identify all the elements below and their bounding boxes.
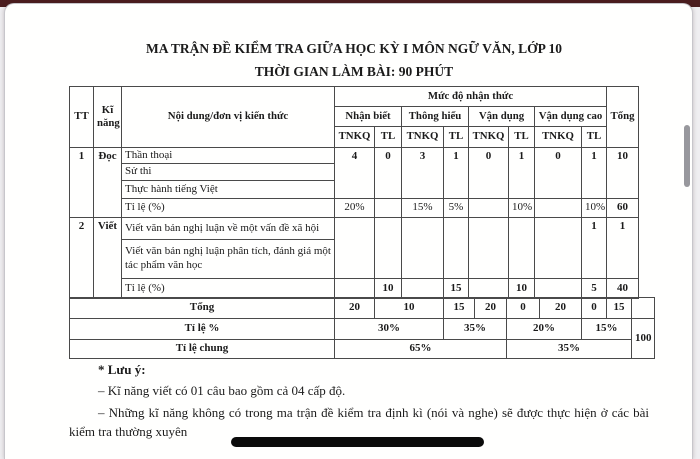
col-header-levels: Mức độ nhận thức <box>334 86 607 107</box>
content-viet-phan-tich: Viết văn bản nghị luận phân tích, đánh g… <box>121 239 335 279</box>
sub-header-tnkq: TNKQ <box>401 126 444 148</box>
document-title: MA TRẬN ĐỀ KIỂM TRA GIỮA HỌC KỲ I MÔN NG… <box>145 41 563 56</box>
col-header-content: Nội dung/đơn vị kiến thức <box>121 86 335 148</box>
summary-total-cell: 15 <box>606 297 632 319</box>
ratio-cell: 10 <box>508 278 535 299</box>
matrix-table: TT Kĩ năng Nội dung/đơn vị kiến thức Mức… <box>69 86 639 299</box>
count-cell: 0 <box>468 147 509 199</box>
summary-ratio-cell: 30% <box>334 318 444 340</box>
ratio-cell <box>334 278 375 299</box>
summary-overall-cell: 35% <box>506 339 632 359</box>
ratio-cell: 10% <box>508 198 535 218</box>
sub-header-tl: TL <box>443 126 469 148</box>
sub-header-tl: TL <box>508 126 535 148</box>
count-cell <box>534 217 582 279</box>
notes-title: * Lưu ý: <box>98 362 146 377</box>
count-cell <box>401 217 444 279</box>
total-cell-viet: 1 <box>606 217 639 279</box>
col-header-skill: Kĩ năng <box>93 86 122 148</box>
summary-total-cell: 0 <box>506 297 540 319</box>
row-number-viet: 2 <box>69 217 94 299</box>
ratio-cell <box>534 198 582 218</box>
ratio-cell <box>374 198 402 218</box>
summary-grand-total: 100 <box>631 318 655 359</box>
ratio-label-doc: Tỉ lệ (%) <box>121 198 335 218</box>
content-than-thoai: Thần thoại <box>121 147 335 164</box>
count-cell: 4 <box>334 147 375 199</box>
summary-total-cell: 10 <box>374 297 444 319</box>
count-cell <box>443 217 469 279</box>
sub-header-tl: TL <box>581 126 607 148</box>
summary-total-cell: 0 <box>581 297 607 319</box>
count-cell: 3 <box>401 147 444 199</box>
content-thuc-hanh: Thực hành tiếng Việt <box>121 180 335 199</box>
ratio-total-doc: 60 <box>606 198 639 218</box>
count-cell: 1 <box>581 147 607 199</box>
row-number-doc: 1 <box>69 147 94 218</box>
sub-header-tnkq: TNKQ <box>468 126 509 148</box>
count-cell: 0 <box>534 147 582 199</box>
skill-viet: Viết <box>93 217 122 299</box>
count-cell: 1 <box>581 217 607 279</box>
ratio-total-viet: 40 <box>606 278 639 299</box>
summary-empty-cell <box>631 297 655 319</box>
col-header-total: Tổng <box>606 86 639 148</box>
ratio-cell: 5 <box>581 278 607 299</box>
summary-ratio-cell: 15% <box>581 318 632 340</box>
level-header-van-dung: Vận dụng <box>468 106 535 127</box>
sub-header-tnkq: TNKQ <box>534 126 582 148</box>
ratio-cell <box>468 278 509 299</box>
document-subtitle: THỜI GIAN LÀM BÀI: 90 PHÚT <box>254 64 454 79</box>
document-card: MA TRẬN ĐỀ KIỂM TRA GIỮA HỌC KỲ I MÔN NG… <box>4 3 693 459</box>
ratio-cell <box>534 278 582 299</box>
summary-total-cell: 20 <box>474 297 507 319</box>
ratio-cell: 20% <box>334 198 375 218</box>
count-cell <box>374 217 402 279</box>
document-header: MA TRẬN ĐỀ KIỂM TRA GIỮA HỌC KỲ I MÔN NG… <box>69 37 639 83</box>
scrollbar-thumb[interactable] <box>684 125 690 187</box>
redaction-bar <box>231 437 484 447</box>
summary-total-label: Tổng <box>69 297 335 319</box>
summary-ratio-cell: 35% <box>443 318 507 340</box>
ratio-cell: 10 <box>374 278 402 299</box>
content-su-thi: Sử thi <box>121 163 335 181</box>
sub-header-tnkq: TNKQ <box>334 126 375 148</box>
ratio-cell <box>401 278 444 299</box>
ratio-cell <box>468 198 509 218</box>
total-cell-doc: 10 <box>606 147 639 199</box>
note-item: – Kĩ năng viết có 01 câu bao gồm cả 04 c… <box>98 383 346 398</box>
note-item: – Những kĩ năng không có trong ma trận đ… <box>69 405 649 439</box>
level-header-thong-hieu: Thông hiểu <box>401 106 469 127</box>
count-cell: 1 <box>443 147 469 199</box>
ratio-cell: 15 <box>443 278 469 299</box>
summary-total-cell: 15 <box>443 297 475 319</box>
count-cell: 0 <box>374 147 402 199</box>
level-header-nhan-biet: Nhận biết <box>334 106 402 127</box>
ratio-cell: 10% <box>581 198 607 218</box>
count-cell <box>334 217 375 279</box>
skill-doc: Đọc <box>93 147 122 218</box>
col-header-tt: TT <box>69 86 94 148</box>
count-cell <box>468 217 509 279</box>
ratio-label-viet: Tỉ lệ (%) <box>121 278 335 299</box>
count-cell: 1 <box>508 147 535 199</box>
summary-ratio-label: Tỉ lệ % <box>69 318 335 340</box>
ratio-cell: 5% <box>443 198 469 218</box>
summary-total-cell: 20 <box>539 297 582 319</box>
content-viet-nghi-luan-xa-hoi: Viết văn bản nghị luận về một vấn đề xã … <box>121 217 335 240</box>
summary-ratio-cell: 20% <box>506 318 582 340</box>
level-header-van-dung-cao: Vận dụng cao <box>534 106 607 127</box>
summary-overall-cell: 65% <box>334 339 507 359</box>
count-cell <box>508 217 535 279</box>
summary-total-cell: 20 <box>334 297 375 319</box>
ratio-cell: 15% <box>401 198 444 218</box>
sub-header-tl: TL <box>374 126 402 148</box>
summary-overall-label: Tỉ lệ chung <box>69 339 335 359</box>
summary-table: Tổng 20 10 15 20 0 20 0 15 Tỉ lệ % 30% 3… <box>69 297 655 359</box>
